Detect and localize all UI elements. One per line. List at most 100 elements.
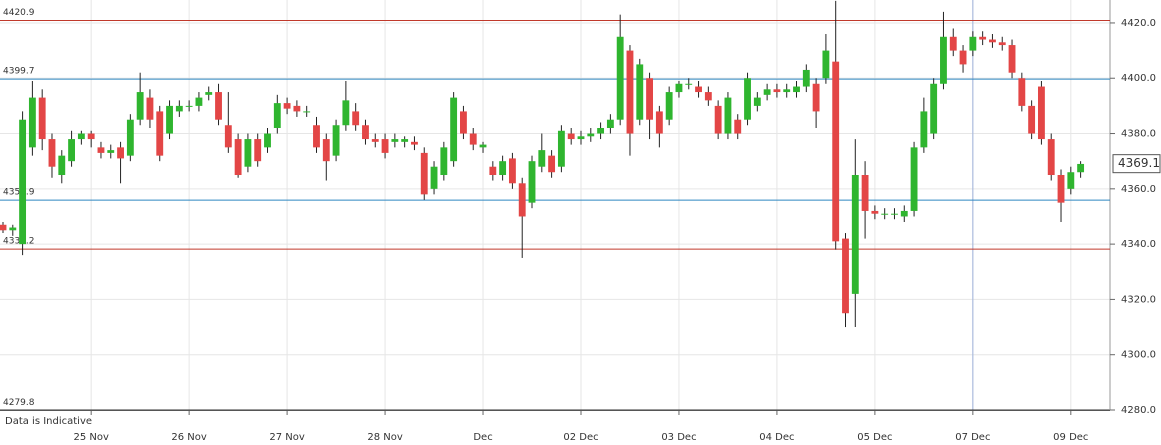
candle-body [420,152,428,195]
candle-body [224,125,232,148]
candle-body [685,83,693,85]
candle-body [548,155,556,173]
candle-body [655,111,663,134]
candle-body [460,111,467,134]
note: Data is Indicative [5,416,92,427]
candle-body [842,238,849,314]
candle-body [342,100,350,126]
candle-body [538,150,546,167]
candle-body [195,97,203,106]
candle-body [264,133,271,148]
candle-body [322,139,330,162]
candle-body [871,210,879,214]
x-tick-label: 25 Nov [73,432,109,443]
candle-body [714,105,722,134]
candle-body [851,175,859,294]
candle-body [695,86,702,93]
candle-body [28,97,36,148]
candle-body [87,133,95,140]
candle-body [0,224,7,231]
candle-body [587,133,595,137]
y-tick-label: 4360.0 [1121,184,1156,195]
candle-body [273,103,281,129]
candle-body [38,97,46,140]
candle-body [205,92,213,95]
candle-body [793,86,800,93]
candle-body [332,125,340,156]
candle-body [802,69,810,87]
candle-body [381,139,389,153]
candle-body [401,139,409,142]
y-tick-label: 4420.0 [1121,18,1156,29]
x-tick-label: 05 Dec [857,432,892,443]
candle-body [97,147,105,153]
candle-body [959,50,967,65]
candle-body [773,89,781,93]
candle-body [577,136,585,140]
candle-body [48,139,56,167]
level-label: 4338.2 [3,237,35,247]
candle-body [9,227,17,231]
candle-body [175,105,183,112]
candle-body [185,105,193,107]
candle-body [920,111,928,148]
candle-body [126,119,134,156]
candle-body [430,166,438,189]
candle-body [107,150,115,153]
last-price-label: 4369.1 [1118,156,1160,170]
candle-body [783,89,791,93]
candle-body [1077,163,1085,173]
y-tick-label: 4320.0 [1121,294,1156,305]
x-tick-label: 27 Nov [269,432,305,443]
x-tick-label: 07 Dec [955,432,990,443]
candle-body [293,105,301,112]
candle-body [557,130,565,167]
candle-body [861,175,869,211]
candle-body [411,141,418,145]
candle-body [68,139,76,162]
x-tick-label: Dec [473,432,492,443]
candle-body [891,213,898,215]
y-tick-label: 4280.0 [1121,405,1156,416]
candle-body [58,155,66,176]
candle-body [146,97,154,120]
candle-body [616,36,624,120]
candle-body [626,50,634,134]
level-label: 4355.9 [3,188,35,198]
candle-body [508,158,516,184]
candle-body [665,92,673,120]
x-tick-label: 03 Dec [661,432,696,443]
candle-body [753,97,761,106]
level-label: 4279.8 [3,398,35,408]
candle-body [1037,86,1045,140]
x-tick-label: 26 Nov [171,432,207,443]
candle-body [969,36,977,51]
candle-body [744,78,751,120]
candle-body [479,144,487,148]
x-tick-label: 04 Dec [759,432,794,443]
y-tick-label: 4400.0 [1121,73,1156,84]
candle-body [940,36,947,84]
candle-body [998,42,1006,46]
level-label: 4399.7 [3,67,35,77]
candle-body [900,210,908,217]
candle-body [362,125,369,140]
candle-body [675,83,683,93]
last-price-box [1112,154,1161,174]
candle-body [989,39,996,43]
candle-body [724,97,732,134]
candle-body [303,111,311,113]
candle-body [117,147,124,159]
candle-body [371,139,379,142]
candle-body [822,50,830,79]
candle-body [499,161,507,176]
x-tick-label: 28 Nov [367,432,403,443]
candle-body [352,111,360,126]
candle-body [1047,139,1055,176]
candle-body [391,139,399,142]
candle-body [949,36,957,51]
candle-body [636,64,644,120]
candle-body [646,78,653,120]
candle-body [450,97,458,162]
